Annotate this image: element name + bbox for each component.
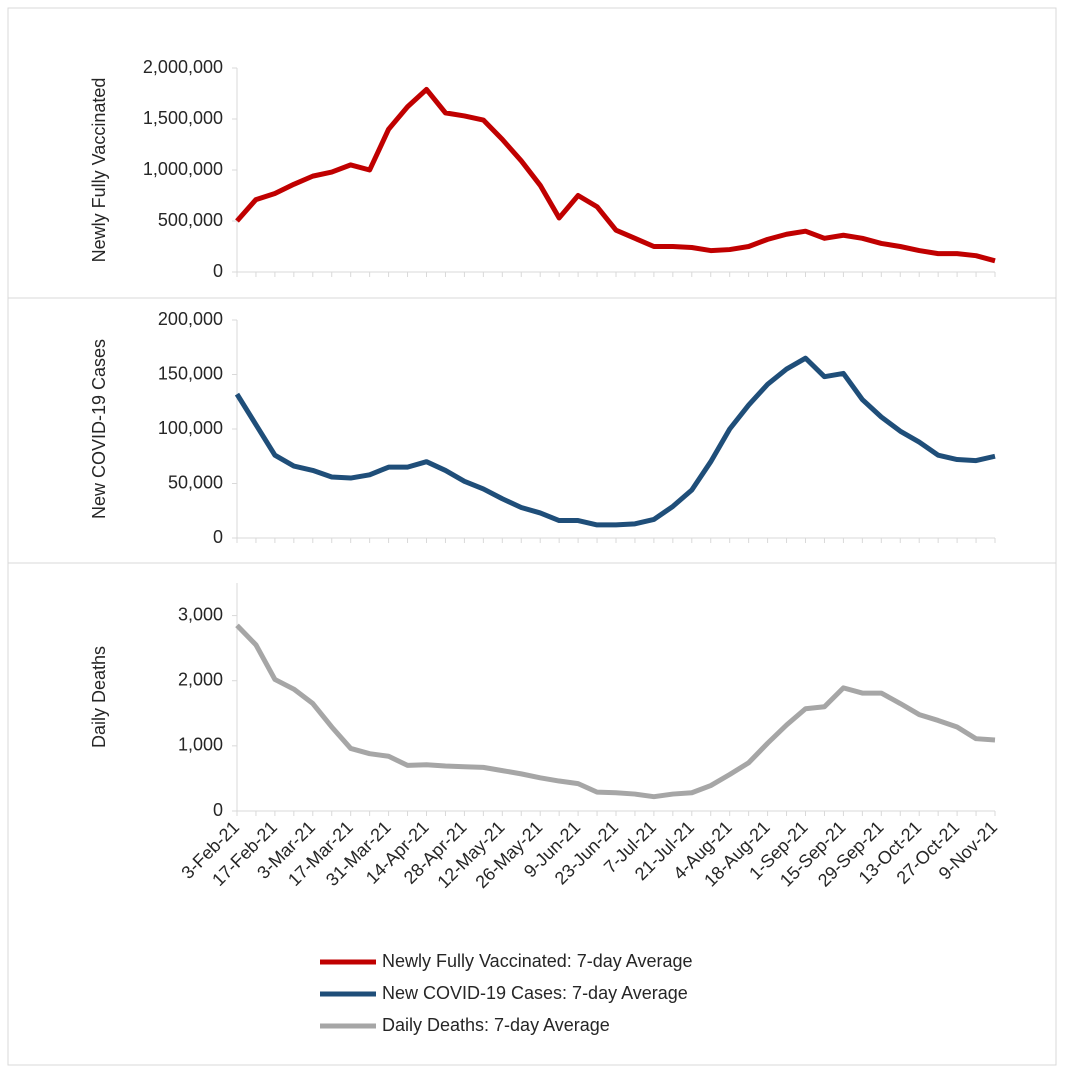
chart-border <box>7 7 1057 1066</box>
y-tick-label: 2,000 <box>178 669 223 689</box>
y-tick-label: 500,000 <box>158 210 223 230</box>
series-line <box>235 86 996 264</box>
y-tick-label: 0 <box>213 261 223 281</box>
y-tick-label: 0 <box>213 800 223 820</box>
y-tick-label: 200,000 <box>158 309 223 329</box>
series-line <box>235 623 996 800</box>
y-tick-label: 150,000 <box>158 363 223 383</box>
legend-label: Daily Deaths: 7-day Average <box>382 1015 610 1035</box>
y-tick-label: 50,000 <box>168 472 223 492</box>
y-tick-label: 3,000 <box>178 604 223 624</box>
legend-label: Newly Fully Vaccinated: 7-day Average <box>382 951 693 971</box>
series-line <box>234 355 996 528</box>
y-axis-label: Newly Fully Vaccinated <box>89 78 109 263</box>
y-axis-label: New COVID-19 Cases <box>89 339 109 519</box>
y-tick-label: 1,500,000 <box>143 108 223 128</box>
y-tick-label: 2,000,000 <box>143 57 223 77</box>
y-tick-label: 1,000 <box>178 735 223 755</box>
y-tick-label: 0 <box>213 527 223 547</box>
y-axis-label: Daily Deaths <box>89 646 109 748</box>
y-tick-label: 100,000 <box>158 418 223 438</box>
y-tick-label: 1,000,000 <box>143 159 223 179</box>
legend-label: New COVID-19 Cases: 7-day Average <box>382 983 688 1003</box>
